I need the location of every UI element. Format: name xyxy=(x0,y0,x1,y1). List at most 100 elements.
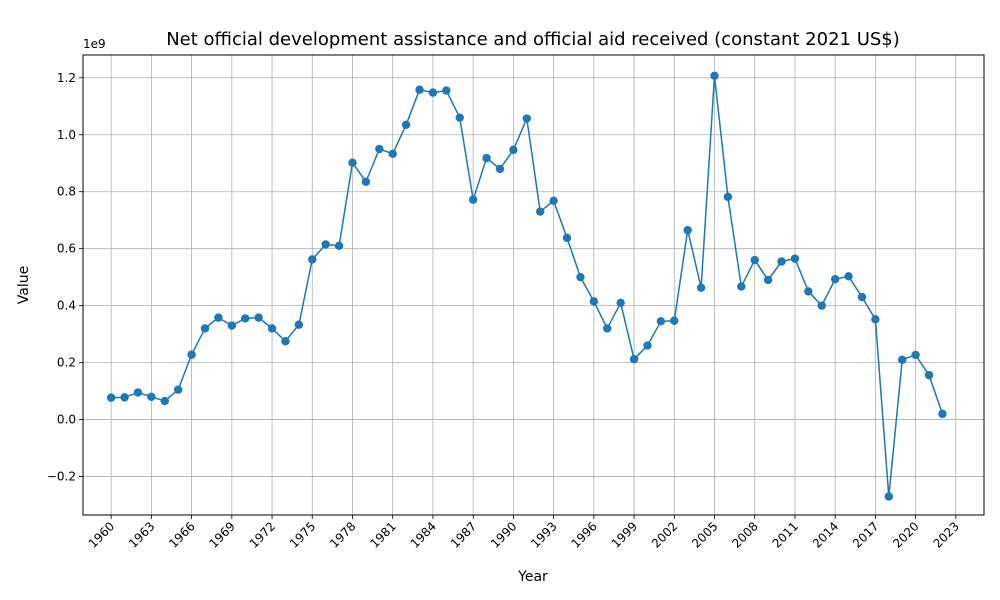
data-point xyxy=(120,393,129,402)
y-tick-label: 0.6 xyxy=(57,242,76,256)
series-layer xyxy=(106,71,947,501)
data-point xyxy=(884,492,894,501)
data-point xyxy=(415,85,424,94)
data-point xyxy=(911,350,920,360)
data-point xyxy=(254,313,263,322)
y-offset-label: 1e9 xyxy=(83,37,106,51)
x-tick-label: 1972 xyxy=(247,519,278,550)
data-point xyxy=(147,392,156,401)
x-tick-label: 1969 xyxy=(206,519,237,550)
x-tick-label: 2002 xyxy=(649,519,680,550)
x-tick-label: 1960 xyxy=(86,519,117,550)
data-point xyxy=(509,145,518,155)
x-tick-label: 1996 xyxy=(568,519,599,550)
data-point xyxy=(442,86,451,95)
x-tick-label: 2020 xyxy=(890,519,921,550)
x-tick-label: 2017 xyxy=(850,519,881,550)
data-point xyxy=(200,324,210,333)
data-point xyxy=(348,158,357,167)
data-point xyxy=(267,324,277,333)
data-point xyxy=(643,341,652,350)
y-axis: −0.2 0.0 0.2 0.4 0.6 0.8 1.0 1.2 xyxy=(47,71,83,484)
data-point xyxy=(603,324,612,333)
data-point xyxy=(898,355,907,364)
y-tick-label: −0.2 xyxy=(47,470,76,484)
data-point xyxy=(281,337,290,346)
data-point xyxy=(375,144,384,154)
data-point xyxy=(536,207,545,216)
data-point xyxy=(804,287,813,296)
data-point xyxy=(871,315,880,324)
data-point xyxy=(750,255,759,265)
data-point xyxy=(173,385,183,394)
data-point xyxy=(817,301,826,310)
data-point xyxy=(106,393,116,402)
data-point xyxy=(938,409,947,419)
x-tick-label: 1975 xyxy=(287,519,318,550)
data-point xyxy=(857,292,867,302)
x-tick-label: 2014 xyxy=(810,519,841,550)
data-point xyxy=(777,257,786,266)
data-point xyxy=(696,283,706,292)
y-tick-label: 0.2 xyxy=(57,356,76,370)
data-point xyxy=(763,275,773,285)
y-tick-label: 0.0 xyxy=(57,413,76,427)
data-point xyxy=(308,255,317,264)
data-point xyxy=(737,282,746,291)
data-point xyxy=(616,298,625,308)
data-point xyxy=(160,396,169,406)
data-point xyxy=(294,320,304,329)
x-tick-label: 1981 xyxy=(367,519,398,550)
x-tick-label: 2011 xyxy=(770,519,801,550)
x-axis-label: Year xyxy=(517,569,548,585)
data-point xyxy=(589,297,599,306)
y-tick-label: 1.0 xyxy=(57,128,76,142)
x-tick-label: 2005 xyxy=(689,519,720,550)
data-point xyxy=(562,233,572,243)
data-point xyxy=(495,164,505,174)
y-tick-label: 1.2 xyxy=(57,71,76,85)
x-tick-label: 1966 xyxy=(166,519,197,550)
data-point xyxy=(924,370,934,380)
data-point xyxy=(683,225,692,235)
y-axis-label: Value xyxy=(16,266,32,304)
x-tick-label: 2008 xyxy=(729,519,760,550)
data-point xyxy=(187,350,196,359)
x-tick-label: 1984 xyxy=(408,519,439,550)
x-tick-label: 1978 xyxy=(327,519,358,550)
x-tick-label: 1963 xyxy=(126,519,157,550)
data-point xyxy=(321,240,330,249)
data-point xyxy=(468,195,478,204)
data-point xyxy=(522,114,531,123)
data-point xyxy=(401,120,411,129)
data-point xyxy=(670,316,679,325)
data-point xyxy=(428,88,438,97)
y-tick-label: 0.8 xyxy=(57,185,76,199)
x-tick-label: 1999 xyxy=(609,519,640,550)
plot-frame xyxy=(82,54,985,516)
data-point xyxy=(830,274,840,284)
data-point xyxy=(227,321,237,330)
data-point xyxy=(455,113,464,122)
data-point xyxy=(576,272,585,282)
chart-title: Net official development assistance and … xyxy=(166,29,900,50)
data-point xyxy=(844,272,853,281)
data-point xyxy=(629,354,639,364)
data-point xyxy=(334,241,344,251)
x-tick-label: 1987 xyxy=(448,519,479,550)
data-point xyxy=(790,254,800,263)
x-tick-label: 1993 xyxy=(528,519,559,550)
x-tick-label: 2023 xyxy=(930,519,961,550)
x-tick-label: 1990 xyxy=(488,519,519,550)
data-point xyxy=(482,153,491,163)
data-point xyxy=(241,314,250,323)
data-point xyxy=(361,177,371,186)
data-point xyxy=(549,196,558,206)
data-point xyxy=(723,192,733,202)
grid xyxy=(83,55,984,515)
y-tick-label: 0.4 xyxy=(57,299,76,313)
data-point xyxy=(214,313,223,322)
x-axis: 1960 1963 1966 1969 1972 1975 1978 1981 1984 1987… xyxy=(86,515,962,551)
